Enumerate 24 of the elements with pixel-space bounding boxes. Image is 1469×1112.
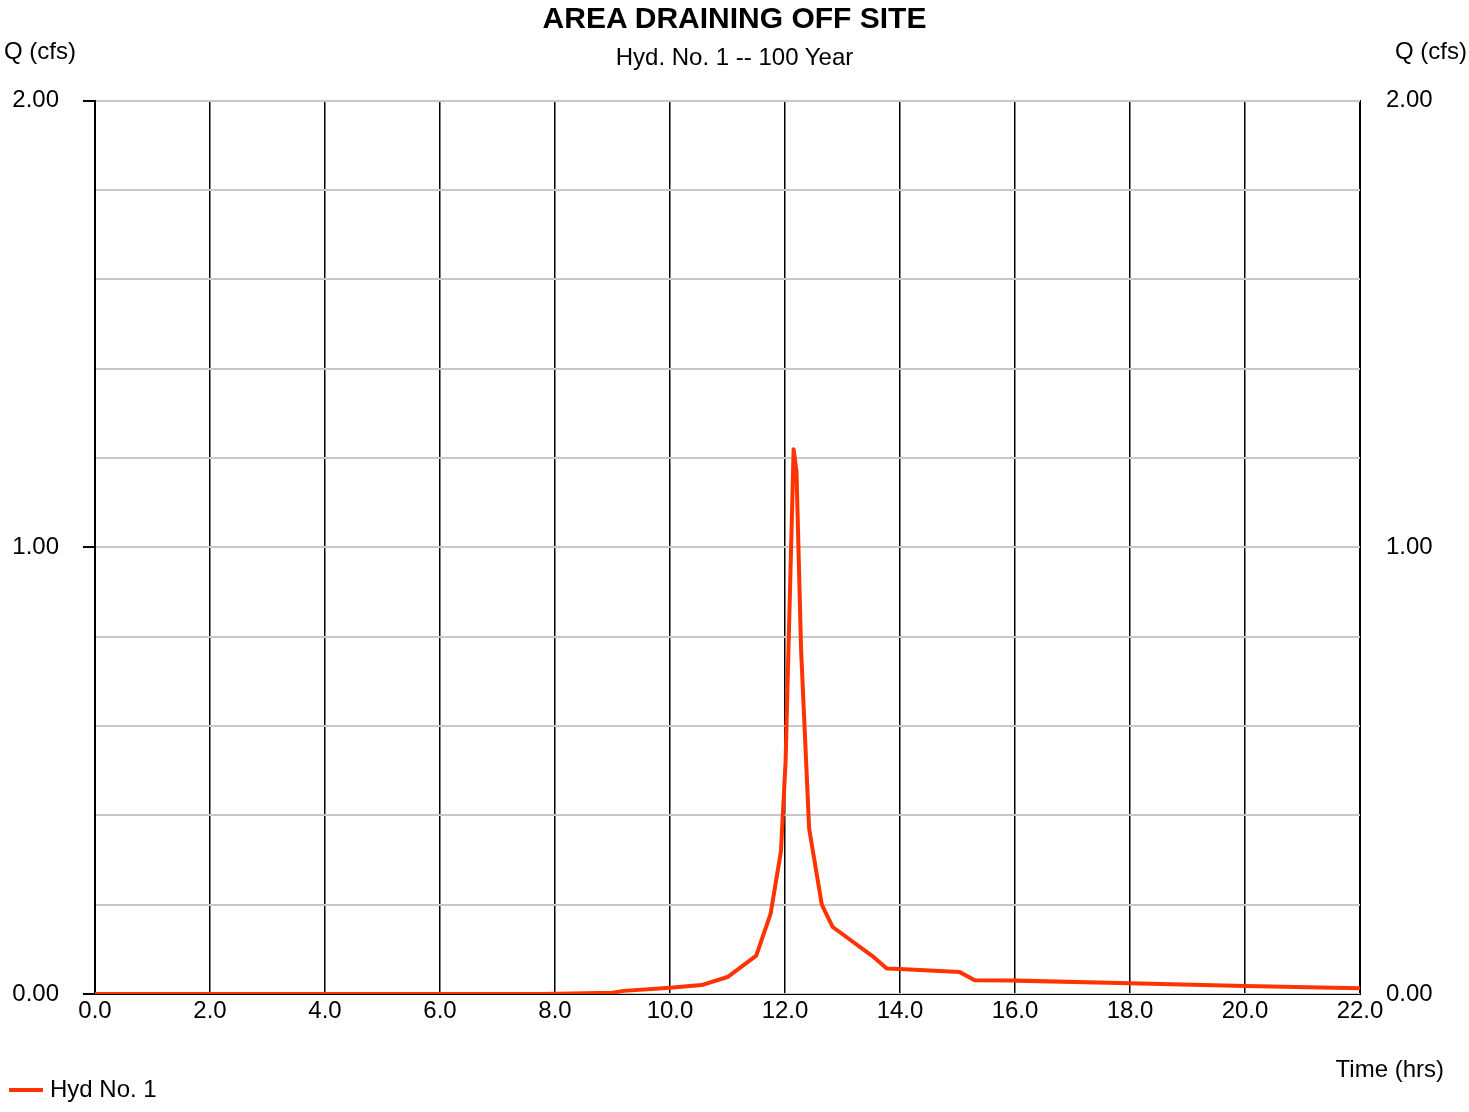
legend-label: Hyd No. 1 [50, 1074, 157, 1102]
chart-title: AREA DRAINING OFF SITE [542, 1, 927, 35]
y2-axis-title: Q (cfs) [1395, 36, 1467, 64]
x-tick-label: 4.0 [308, 996, 342, 1024]
x-tick-label: 22.0 [1336, 996, 1384, 1024]
x-tick-label: 14.0 [876, 996, 924, 1024]
y2-tick-label: 2.00 [1386, 85, 1433, 113]
y2-tick-label: 1.00 [1386, 532, 1433, 560]
x-tick-label: 0.0 [78, 996, 112, 1024]
x-tick-label: 10.0 [646, 996, 694, 1024]
x-tick-label: 20.0 [1221, 996, 1269, 1024]
y-axis-title: Q (cfs) [4, 36, 76, 64]
x-tick-label: 2.0 [193, 996, 227, 1024]
y-tick-label: 1.00 [12, 532, 59, 560]
x-tick-label: 12.0 [761, 996, 809, 1024]
y2-tick-label: 0.00 [1386, 978, 1433, 1006]
y-tick-label: 2.00 [12, 85, 59, 113]
chart-subtitle: Hyd. No. 1 -- 100 Year [615, 43, 854, 71]
x-tick-label: 8.0 [538, 996, 572, 1024]
x-tick-label: 16.0 [991, 996, 1039, 1024]
x-tick-label: 18.0 [1106, 996, 1154, 1024]
x-axis-title: Time (hrs) [1335, 1054, 1444, 1082]
x-tick-label: 6.0 [423, 996, 457, 1024]
y-tick-label: 0.00 [12, 978, 59, 1006]
